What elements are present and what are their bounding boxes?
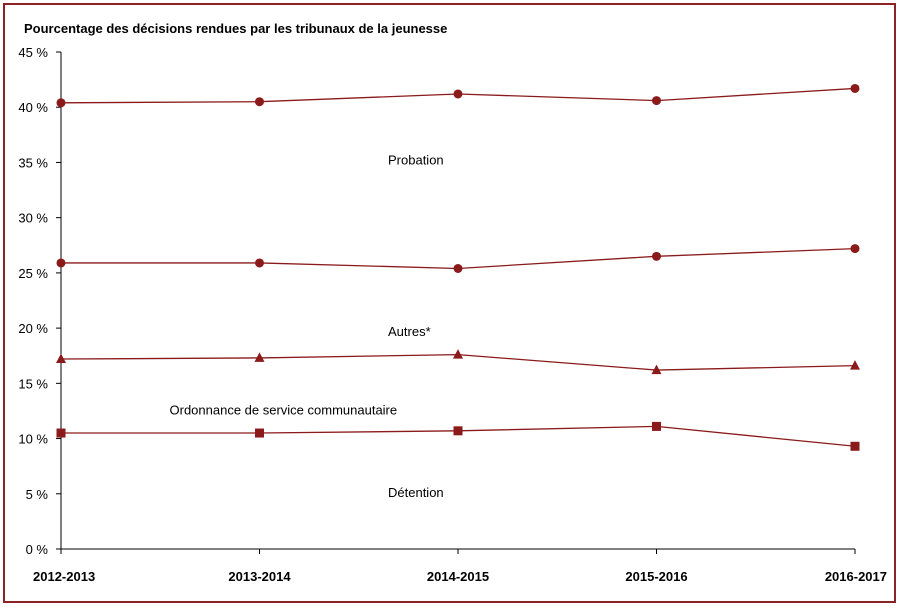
data-point-circle: [56, 98, 66, 108]
annotation-label: Autres*: [388, 324, 431, 339]
data-point-triangle: [651, 364, 662, 375]
axes: 0 % 5 % 10 % 15 % 20 % 25 % 30 % 35 % 40 % 45 % 20…: [18, 45, 887, 584]
annotation-label: Ordonnance de service communautaire: [170, 402, 398, 417]
series-square-3: [56, 421, 860, 451]
x-tick-label: 2012-2013: [33, 569, 95, 584]
y-tick-label: 15 %: [18, 376, 48, 391]
data-point-triangle: [453, 349, 463, 359]
series-circle-0: [56, 83, 860, 108]
data-point-circle: [453, 89, 463, 99]
y-tick-label: 0 %: [26, 542, 49, 557]
data-point-circle: [850, 244, 860, 254]
annotation-label: Probation: [388, 153, 444, 168]
data-point-circle: [255, 97, 264, 107]
series-circle-1: [56, 244, 860, 273]
x-tick-label: 2016-2017: [825, 569, 887, 584]
series-layer: [56, 83, 860, 451]
chart-title: Pourcentage des décisions rendues par le…: [24, 21, 447, 36]
x-tick-label: 2013-2014: [228, 569, 291, 584]
y-tick-label: 10 %: [18, 432, 48, 447]
data-point-square: [652, 421, 661, 431]
x-tick-label: 2015-2016: [625, 569, 687, 584]
y-tick-label: 20 %: [18, 321, 48, 336]
data-point-circle: [652, 251, 661, 261]
data-point-circle: [56, 258, 66, 268]
y-tick-label: 25 %: [18, 266, 48, 281]
data-point-circle: [453, 263, 463, 273]
data-point-square: [850, 441, 860, 451]
data-point-circle: [652, 96, 661, 106]
y-tick-label: 40 %: [18, 100, 48, 115]
y-tick-label: 45 %: [18, 45, 48, 60]
data-point-square: [255, 428, 264, 438]
y-tick-label: 5 %: [26, 487, 49, 502]
data-point-triangle: [254, 352, 265, 362]
y-tick-label: 30 %: [18, 211, 48, 226]
chart-frame: [3, 3, 896, 603]
data-point-triangle: [850, 360, 860, 370]
annotations-layer: Probation Autres* Ordonnance de service co…: [170, 153, 444, 500]
series-triangle-2: [56, 349, 860, 375]
data-point-square: [56, 428, 66, 438]
y-tick-label: 35 %: [18, 155, 48, 170]
x-tick-label: 2014-2015: [427, 569, 489, 584]
data-point-circle: [255, 258, 264, 268]
data-point-triangle: [56, 353, 66, 364]
data-point-circle: [850, 83, 860, 93]
annotation-label: Détention: [388, 485, 444, 500]
data-point-square: [453, 426, 463, 436]
